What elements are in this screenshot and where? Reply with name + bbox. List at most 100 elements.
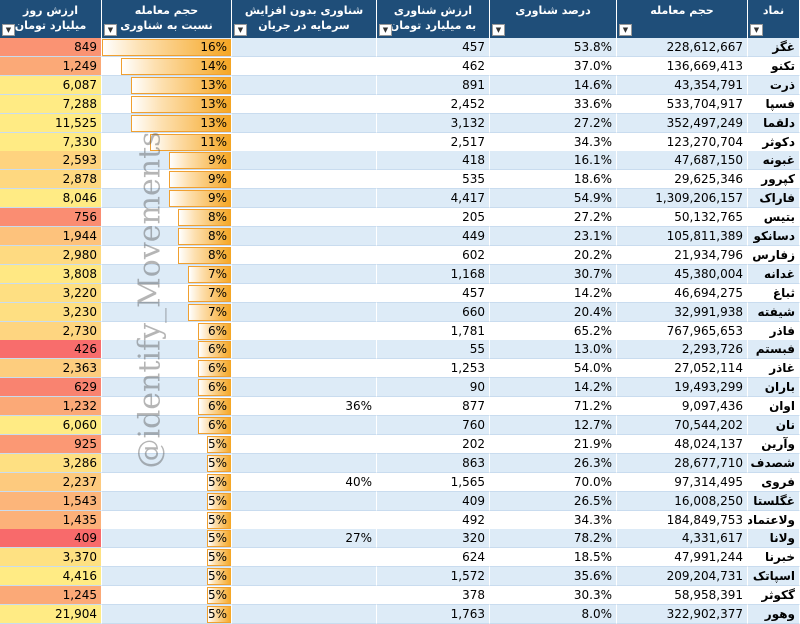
table-cell: 9% — [102, 170, 232, 190]
table-cell: 5% — [102, 529, 232, 549]
table-cell: 40% — [232, 472, 377, 492]
table-cell: 5% — [102, 510, 232, 530]
table-cell: 20.2% — [490, 245, 617, 265]
cell-text: 4,331,617 — [681, 531, 743, 546]
table-cell: 462 — [377, 56, 490, 76]
table-row: 1,435 5% 492 34.3% 184,849,753 ولاعتماد — [0, 510, 800, 530]
cell-text: 184,849,753 — [666, 512, 743, 527]
table-cell — [232, 151, 377, 171]
table-row: 2,593 9% 418 16.1% 47,687,150 غبونه — [0, 151, 800, 171]
table-cell: کپرور — [748, 170, 800, 190]
table-cell: شصدف — [748, 453, 800, 473]
cell-text: 12.7% — [573, 418, 612, 432]
table-cell: 7,330 — [0, 132, 102, 152]
table-cell: 13.0% — [490, 340, 617, 360]
table-cell: 6% — [102, 378, 232, 398]
cell-text: دلقما — [763, 115, 795, 130]
table-cell: 6% — [102, 340, 232, 360]
filter-button[interactable]: ▼ — [2, 24, 15, 36]
data-bar — [197, 341, 231, 359]
cell-text: 40% — [345, 474, 372, 489]
header-text: ارزش شناوری — [393, 4, 473, 17]
cell-text: 1,781 — [450, 323, 485, 338]
table-cell: 1,249 — [0, 56, 102, 76]
cell-text: 877 — [462, 399, 485, 414]
cell-text: 21,934,796 — [674, 247, 743, 262]
filter-button[interactable]: ▼ — [619, 24, 632, 36]
header-cell: حجم معامله ▼ — [617, 0, 748, 38]
table-cell: 14% — [102, 56, 232, 76]
filter-button[interactable]: ▼ — [234, 24, 247, 36]
table-cell: وآرین — [748, 434, 800, 454]
cell-text: 14.6% — [573, 77, 612, 92]
cell-text: 2,363 — [62, 361, 97, 376]
cell-text: 378 — [462, 588, 485, 603]
filter-button[interactable]: ▼ — [750, 24, 763, 36]
cell-text: 7% — [207, 266, 227, 281]
cell-text: 205 — [462, 210, 485, 225]
data-bar — [207, 473, 231, 491]
table-cell: فاذر — [748, 321, 800, 341]
cell-text: 19,493,299 — [674, 380, 743, 395]
cell-text: کپرور — [761, 172, 795, 187]
cell-text: 1,168 — [450, 266, 485, 281]
cell-text: 53.8% — [573, 40, 612, 54]
filter-button[interactable]: ▼ — [379, 24, 392, 36]
cell-text: 35.6% — [573, 569, 612, 584]
cell-text: 18.6% — [573, 172, 612, 187]
data-bar — [168, 171, 231, 189]
cell-text: 320 — [462, 531, 485, 546]
cell-text: 1,763 — [450, 607, 485, 621]
table-cell: 4,416 — [0, 567, 102, 587]
data-bar — [188, 284, 231, 302]
data-bar — [207, 435, 231, 453]
cell-text: 29,625,346 — [674, 172, 743, 187]
cell-text: 20.4% — [573, 304, 612, 319]
table-cell: 21,934,796 — [617, 245, 748, 265]
cell-text: دکوثر — [762, 134, 795, 149]
table-cell: ولاعتماد — [748, 510, 800, 530]
cell-text: 9% — [207, 172, 227, 187]
cell-text: 9,097,436 — [681, 399, 743, 414]
table-cell — [232, 510, 377, 530]
table-row: 1,249 14% 462 37.0% 136,669,413 تکنو — [0, 56, 800, 76]
cell-text: 7% — [207, 304, 227, 319]
table-cell: 14.2% — [490, 283, 617, 303]
table-cell — [232, 170, 377, 190]
table-cell: 3,286 — [0, 453, 102, 473]
filter-button[interactable]: ▼ — [104, 24, 117, 36]
table-cell — [232, 94, 377, 114]
table-cell: 6% — [102, 321, 232, 341]
cell-text: 13% — [200, 115, 227, 130]
table-cell: 27% — [232, 529, 377, 549]
data-bar — [130, 95, 231, 113]
table-cell: 624 — [377, 548, 490, 568]
filter-button[interactable]: ▼ — [492, 24, 505, 36]
header-cell: درصد شناوری ▼ — [490, 0, 617, 38]
table-cell: 409 — [0, 529, 102, 549]
cell-text: 5% — [207, 493, 227, 508]
cell-text: شیفته — [757, 304, 795, 319]
cell-text: 409 — [462, 493, 485, 508]
cell-text: 767,965,653 — [666, 323, 743, 338]
cell-text: 16,008,250 — [674, 493, 743, 508]
table-row: 3,220 7% 457 14.2% 46,694,275 ثباغ — [0, 283, 800, 303]
table-cell — [232, 302, 377, 322]
table-cell — [232, 434, 377, 454]
table-cell — [232, 491, 377, 511]
table-cell: 756 — [0, 208, 102, 228]
cell-text: 27.2% — [573, 115, 612, 130]
cell-text: 30.7% — [573, 266, 612, 281]
cell-text: ولاعتماد — [748, 512, 795, 527]
cell-text: 3,808 — [62, 266, 97, 281]
table-cell: 1,543 — [0, 491, 102, 511]
cell-text: 462 — [462, 58, 485, 73]
table-cell: 47,687,150 — [617, 151, 748, 171]
table-cell: فاراک — [748, 189, 800, 209]
table-row: 2,980 8% 602 20.2% 21,934,796 زفارس — [0, 245, 800, 265]
table-cell: 37.0% — [490, 56, 617, 76]
cell-text: 105,811,389 — [666, 229, 743, 243]
data-bar — [102, 39, 231, 56]
cell-text: تکنو — [771, 58, 795, 73]
table-cell: 849 — [0, 38, 102, 57]
